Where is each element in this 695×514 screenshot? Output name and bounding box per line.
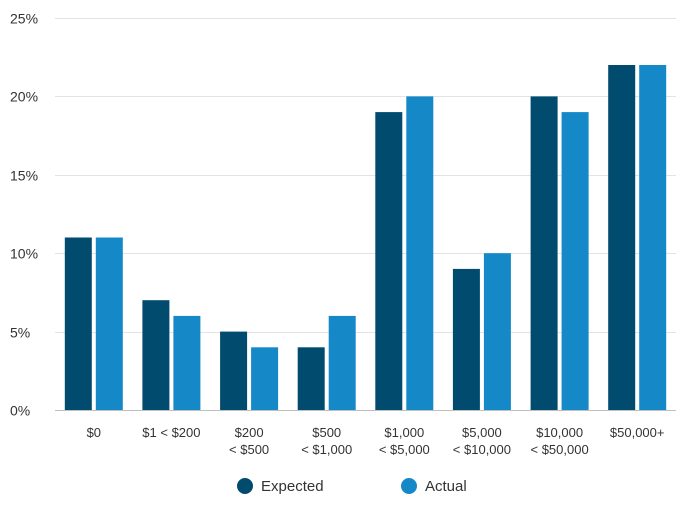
- y-axis-tick-labels: 0% 5% 10% 15% 20% 25%: [10, 11, 38, 419]
- x-tick-label: < $5,000: [379, 442, 430, 457]
- bar-actual: [483, 253, 511, 410]
- x-tick-label: $1,000: [384, 425, 424, 440]
- x-tick-label: $1 < $200: [142, 425, 200, 440]
- bar-expected: [297, 347, 325, 410]
- bar-actual: [95, 237, 123, 410]
- bar-expected: [452, 268, 480, 410]
- legend-swatch-actual: [401, 478, 417, 494]
- y-tick-label: 0%: [10, 403, 30, 419]
- x-tick-label: < $500: [229, 442, 269, 457]
- bar-actual: [251, 347, 279, 410]
- legend-label-actual: Actual: [425, 478, 467, 495]
- bar-actual: [173, 315, 201, 410]
- legend-swatch-expected: [237, 478, 253, 494]
- bar-actual: [639, 65, 667, 410]
- bar-expected: [64, 237, 92, 410]
- y-tick-label: 20%: [10, 89, 38, 105]
- bar-actual: [328, 315, 356, 410]
- y-tick-label: 25%: [10, 11, 38, 27]
- bar-expected: [375, 112, 403, 410]
- x-tick-label: $50,000+: [610, 425, 665, 440]
- x-tick-label: < $10,000: [453, 442, 511, 457]
- bar-expected: [220, 331, 248, 410]
- x-tick-label: $5,000: [462, 425, 502, 440]
- bar-expected: [142, 300, 170, 410]
- bar-expected: [530, 96, 558, 411]
- bars: [64, 65, 667, 411]
- x-tick-label: < $1,000: [301, 442, 352, 457]
- bar-actual: [406, 96, 434, 411]
- bar-actual: [561, 112, 589, 410]
- y-tick-label: 10%: [10, 246, 38, 262]
- legend-label-expected: Expected: [261, 478, 324, 495]
- x-tick-label: $500: [312, 425, 341, 440]
- y-tick-label: 5%: [10, 325, 30, 341]
- y-tick-label: 15%: [10, 168, 38, 184]
- bar-expected: [608, 65, 636, 410]
- x-tick-label: $0: [87, 425, 101, 440]
- x-tick-label: < $50,000: [530, 442, 588, 457]
- x-tick-label: $10,000: [536, 425, 583, 440]
- x-axis-category-labels: $0 $1 < $200 $200 < $500 $500 < $1,000 $1,000 <…: [87, 425, 665, 457]
- x-tick-label: $200: [235, 425, 264, 440]
- legend: Expected Actual: [237, 478, 467, 495]
